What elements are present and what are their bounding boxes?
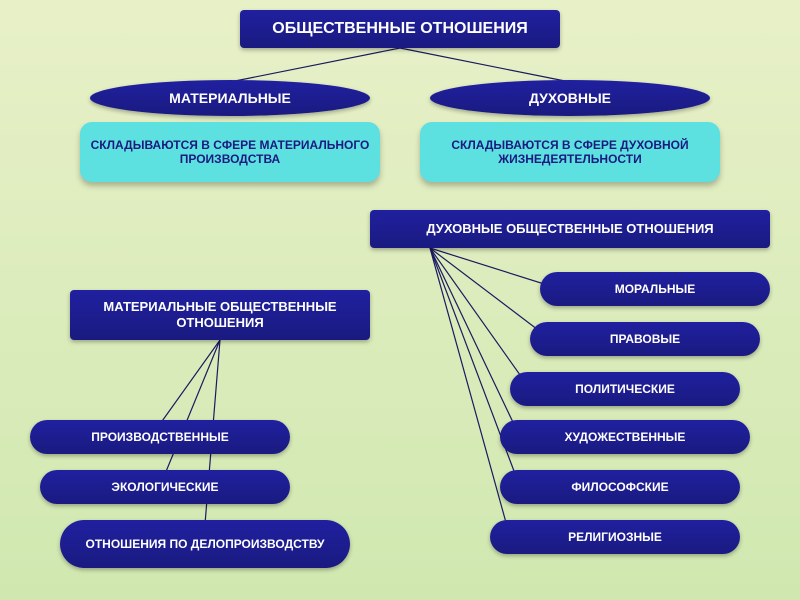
- material-item: ОТНОШЕНИЯ ПО ДЕЛОПРОИЗВОДСТВУ: [60, 520, 350, 568]
- material-item: ПРОИЗВОДСТВЕННЫЕ: [30, 420, 290, 454]
- material-item: ЭКОЛОГИЧЕСКИЕ: [40, 470, 290, 504]
- spiritual-desc: СКЛАДЫВАЮТСЯ В СФЕРЕ ДУХОВНОЙ ЖИЗНЕДЕЯТЕ…: [420, 122, 720, 182]
- spiritual-item: РЕЛИГИОЗНЫЕ: [490, 520, 740, 554]
- spiritual-item: ФИЛОСОФСКИЕ: [500, 470, 740, 504]
- spiritual-ellipse: ДУХОВНЫЕ: [430, 80, 710, 116]
- spiritual-group-title: ДУХОВНЫЕ ОБЩЕСТВЕННЫЕ ОТНОШЕНИЯ: [370, 210, 770, 248]
- spiritual-item: ПОЛИТИЧЕСКИЕ: [510, 372, 740, 406]
- spiritual-item: ПРАВОВЫЕ: [530, 322, 760, 356]
- material-group-title: МАТЕРИАЛЬНЫЕ ОБЩЕСТВЕННЫЕ ОТНОШЕНИЯ: [70, 290, 370, 340]
- material-desc: СКЛАДЫВАЮТСЯ В СФЕРЕ МАТЕРИАЛЬНОГО ПРОИЗ…: [80, 122, 380, 182]
- spiritual-item: ХУДОЖЕСТВЕННЫЕ: [500, 420, 750, 454]
- material-ellipse: МАТЕРИАЛЬНЫЕ: [90, 80, 370, 116]
- title-box: ОБЩЕСТВЕННЫЕ ОТНОШЕНИЯ: [240, 10, 560, 48]
- spiritual-item: МОРАЛЬНЫЕ: [540, 272, 770, 306]
